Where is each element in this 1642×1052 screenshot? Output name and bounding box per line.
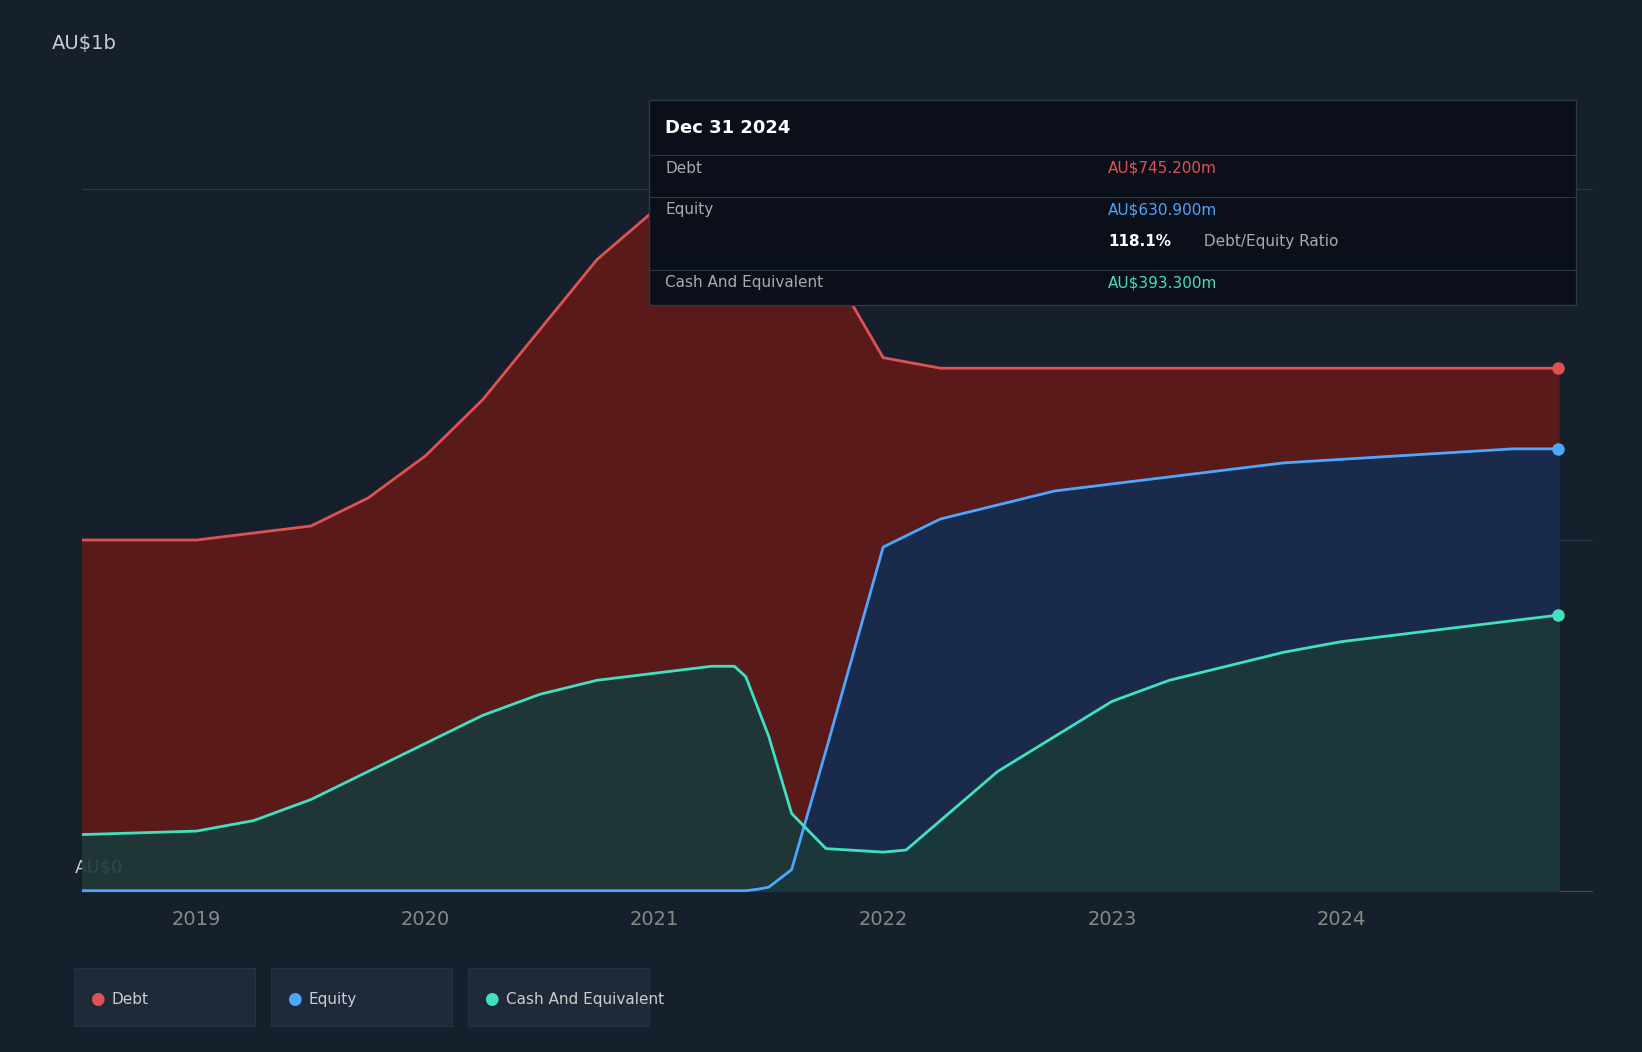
Text: Equity: Equity [665, 202, 713, 218]
Text: Debt: Debt [112, 992, 149, 1007]
Text: AU$745.200m: AU$745.200m [1108, 161, 1217, 176]
Text: AU$1b: AU$1b [53, 34, 117, 53]
Text: ●: ● [90, 990, 105, 1009]
Text: Debt/Equity Ratio: Debt/Equity Ratio [1199, 234, 1338, 249]
Text: AU$630.900m: AU$630.900m [1108, 202, 1218, 218]
Text: AU$0: AU$0 [74, 858, 123, 876]
Text: ●: ● [484, 990, 499, 1009]
Text: 118.1%: 118.1% [1108, 234, 1171, 249]
Text: Debt: Debt [665, 161, 703, 176]
Text: Cash And Equivalent: Cash And Equivalent [506, 992, 663, 1007]
Text: Equity: Equity [309, 992, 356, 1007]
Text: Dec 31 2024: Dec 31 2024 [665, 120, 790, 138]
Text: ●: ● [287, 990, 302, 1009]
Text: AU$393.300m: AU$393.300m [1108, 276, 1218, 290]
Text: Cash And Equivalent: Cash And Equivalent [665, 276, 823, 290]
